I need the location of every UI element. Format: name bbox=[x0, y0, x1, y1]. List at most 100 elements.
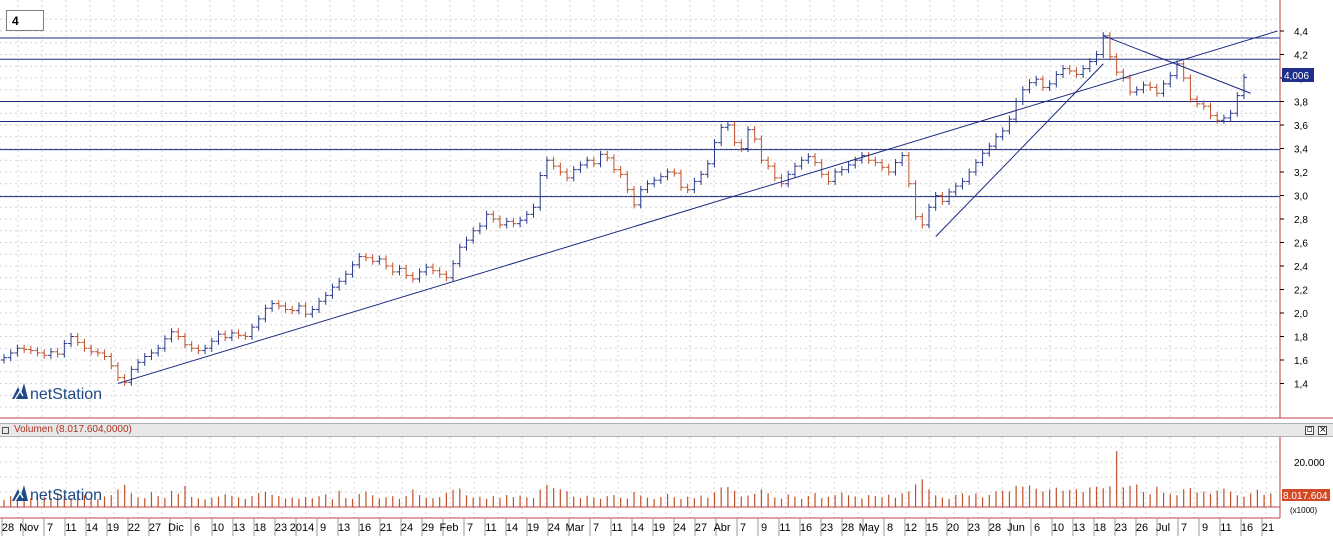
ohlc-bar bbox=[738, 139, 745, 153]
x-tick-label: 6 bbox=[1034, 522, 1040, 534]
x-tick-label: 22 bbox=[128, 522, 140, 534]
price-tag: 4,006 bbox=[1284, 71, 1309, 82]
x-axis: 28 Nov 7 11 14 19 22 27 Dic 6 10 13 18 23 2014 9 13 16 21 2… bbox=[0, 517, 1333, 536]
panel-menu-icon[interactable] bbox=[2, 427, 9, 434]
x-tick-label: 23 bbox=[821, 522, 833, 534]
ohlc-bar bbox=[812, 153, 819, 167]
ohlc-bar bbox=[148, 349, 155, 360]
ohlc-bar bbox=[731, 121, 738, 147]
ohlc-bar bbox=[979, 149, 986, 167]
symbol-box[interactable]: 4 bbox=[6, 10, 44, 31]
ohlc-bar bbox=[336, 277, 343, 291]
x-tick-label: 8 bbox=[887, 522, 893, 534]
x-tick-label: 21 bbox=[380, 522, 392, 534]
ohlc-bar bbox=[121, 374, 128, 386]
x-tick-label: 14 bbox=[86, 522, 98, 534]
ohlc-bar bbox=[1066, 65, 1073, 75]
watermark-text: netStation bbox=[30, 386, 102, 403]
ohlc-bar bbox=[54, 348, 61, 358]
ohlc-bar bbox=[1194, 95, 1201, 108]
ohlc-bar bbox=[966, 168, 973, 185]
ohlc-bar bbox=[362, 253, 369, 262]
ohlc-bar bbox=[872, 156, 879, 167]
ohlc-bar bbox=[999, 127, 1006, 141]
ohlc-bar bbox=[1053, 70, 1060, 88]
x-tick-label: Feb bbox=[440, 522, 459, 534]
ohlc-bar bbox=[577, 161, 584, 174]
x-tick-label: 11 bbox=[611, 522, 622, 534]
ohlc-bar bbox=[356, 253, 363, 269]
ohlc-bar bbox=[443, 270, 450, 282]
x-tick-label: 14 bbox=[632, 522, 644, 534]
x-tick-label: 9 bbox=[761, 522, 767, 534]
ohlc-bar bbox=[316, 297, 323, 313]
volume-panel-label: Volumen (8.017.604,0000) bbox=[14, 424, 132, 435]
ohlc-bar bbox=[436, 267, 443, 278]
ohlc-bar bbox=[81, 338, 88, 352]
ohlc-bar bbox=[322, 291, 329, 305]
ohlc-bar bbox=[791, 162, 798, 178]
ohlc-bar bbox=[557, 162, 564, 176]
ohlc-bar bbox=[135, 358, 142, 373]
ohlc-bar bbox=[282, 302, 289, 313]
y-tick-label: 4,2 bbox=[1294, 51, 1308, 62]
x-tick-label: 6 bbox=[194, 522, 200, 534]
ohlc-bar bbox=[68, 332, 75, 348]
x-tick-label: 7 bbox=[593, 522, 599, 534]
ohlc-bar bbox=[517, 216, 524, 228]
ohlc-bar bbox=[242, 331, 249, 341]
ohlc-bar bbox=[885, 163, 892, 176]
ohlc-bar bbox=[195, 344, 202, 355]
x-tick-label: 18 bbox=[254, 522, 266, 534]
price-panel: 1,4 1,6 1,8 2,0 2,2 2,4 2,6 2,8 3,0 3,2 3,4 3,6 3,8 4… bbox=[0, 0, 1333, 419]
ohlc-bar bbox=[1039, 75, 1046, 91]
close-panel-icon[interactable]: × bbox=[1318, 425, 1327, 435]
x-tick-label: 7 bbox=[467, 522, 473, 534]
ohlc-bar bbox=[912, 180, 919, 221]
x-tick-label: 23 bbox=[275, 522, 287, 534]
ohlc-bar bbox=[1187, 74, 1194, 103]
y-tick-label: 3,6 bbox=[1294, 121, 1308, 132]
ohlc-bar bbox=[771, 162, 778, 182]
ohlc-bar bbox=[651, 176, 658, 188]
ohlc-bar bbox=[543, 156, 550, 180]
x-tick-label: 7 bbox=[740, 522, 746, 534]
ohlc-bar bbox=[423, 263, 430, 276]
y-tick-label: 3,0 bbox=[1294, 192, 1308, 203]
ohlc-bar bbox=[1241, 73, 1247, 100]
ohlc-bar bbox=[704, 160, 711, 178]
ohlc-bar bbox=[470, 227, 477, 244]
maximize-panel-icon[interactable]: ▫ bbox=[1305, 425, 1314, 435]
ohlc-bar bbox=[208, 337, 215, 352]
y-tick-label: 4,4 bbox=[1294, 27, 1308, 38]
ohlc-bar bbox=[590, 156, 597, 168]
ohlc-bar bbox=[215, 330, 222, 345]
ohlc-bar bbox=[47, 348, 54, 359]
ohlc-bar bbox=[269, 300, 276, 312]
x-tick-label: 13 bbox=[338, 522, 350, 534]
ohlc-bar bbox=[1220, 114, 1227, 124]
ohlc-bar bbox=[610, 154, 617, 174]
ohlc-bar bbox=[523, 210, 530, 224]
x-tick-label: 10 bbox=[212, 522, 224, 534]
ohlc-bar bbox=[329, 283, 336, 299]
x-tick-label: 24 bbox=[401, 522, 413, 534]
ohlc-bar bbox=[758, 135, 765, 164]
volume-tick-label: 20.000 bbox=[1294, 458, 1325, 469]
ohlc-bar bbox=[537, 172, 544, 211]
x-axis-bg bbox=[0, 518, 1333, 536]
x-tick-label: 21 bbox=[1262, 522, 1274, 534]
ohlc-bar bbox=[724, 121, 731, 131]
ohlc-bar bbox=[818, 159, 825, 178]
ohlc-bar bbox=[751, 126, 758, 143]
x-tick-label: 28 bbox=[842, 522, 854, 534]
x-tick-label: 23 bbox=[1115, 522, 1127, 534]
ohlc-bar bbox=[175, 328, 182, 341]
ohlc-bar bbox=[939, 191, 946, 205]
x-tick-label: 24 bbox=[548, 522, 560, 534]
watermark-price: netStation bbox=[12, 383, 102, 403]
ohlc-bar bbox=[476, 222, 483, 235]
x-tick-label: Jun bbox=[1007, 522, 1025, 534]
x-tick-label: 11 bbox=[779, 522, 790, 534]
